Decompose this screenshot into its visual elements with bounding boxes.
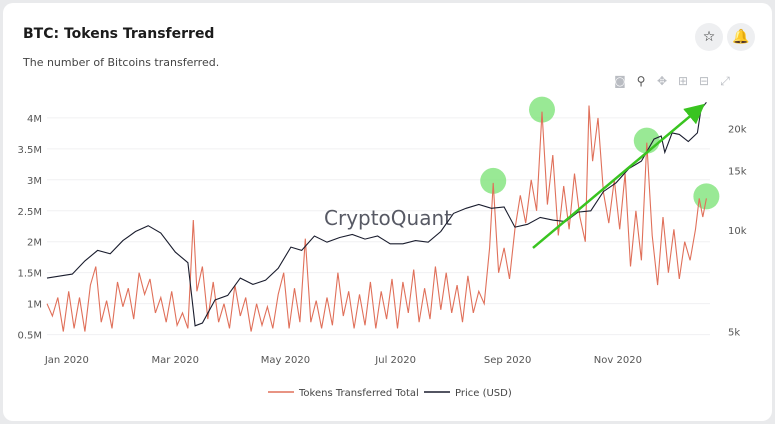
pan-icon[interactable]: ✥: [656, 74, 668, 88]
x-tick-label: Nov 2020: [594, 355, 642, 366]
peak-highlight-circle: [528, 96, 555, 123]
x-tick-label: Mar 2020: [152, 355, 200, 366]
y-right-tick-label: 15k: [728, 167, 747, 178]
camera-icon[interactable]: ◙: [614, 74, 626, 88]
zoom-in-icon[interactable]: ⊞: [677, 74, 689, 88]
y-left-tick-label: 3.5M: [17, 145, 42, 156]
x-tick-label: Jul 2020: [374, 355, 416, 366]
autoscale-icon[interactable]: ⤢: [720, 74, 730, 88]
x-tick-label: Jan 2020: [44, 355, 89, 366]
zoom-out-icon[interactable]: ⊟: [698, 74, 710, 88]
x-tick-label: Sep 2020: [484, 355, 531, 366]
peak-highlight-circle: [480, 167, 507, 194]
y-left-tick-label: 2M: [27, 238, 42, 249]
watermark: CryptoQuant: [324, 206, 452, 230]
trend-arrow: [532, 103, 705, 249]
y-left-tick-label: 3M: [27, 176, 42, 187]
tokens-transferred-line: [46, 105, 707, 332]
y-right-tick-label: 10k: [728, 226, 747, 237]
y-left-tick-label: 2.5M: [17, 207, 42, 218]
favorite-button[interactable]: ☆: [695, 23, 723, 51]
chart-title: BTC: Tokens Transferred: [23, 26, 215, 42]
legend-item[interactable]: Tokens Transferred Total: [298, 388, 419, 399]
star-icon: ☆: [702, 29, 716, 45]
y-right-tick-label: 20k: [728, 124, 747, 135]
bell-icon: 🔔: [732, 29, 750, 45]
notification-button[interactable]: 🔔: [727, 23, 755, 51]
x-tick-label: May 2020: [261, 355, 310, 366]
y-left-tick-label: 1M: [27, 300, 42, 311]
y-left-tick-label: 1.5M: [17, 269, 42, 280]
y-left-tick-label: 0.5M: [17, 331, 42, 342]
zoom-icon[interactable]: ⚲: [636, 74, 646, 88]
chart-modebar: ◙ ⚲ ✥ ⊞ ⊟ ⤢: [612, 73, 733, 91]
legend-item[interactable]: Price (USD): [455, 388, 512, 399]
y-left-tick-label: 4M: [27, 114, 42, 125]
price-line: [46, 101, 707, 327]
y-right-tick-label: 5k: [728, 328, 740, 339]
peak-highlight-circle: [693, 183, 720, 210]
chart-subtitle: The number of Bitcoins transferred.: [23, 56, 220, 69]
